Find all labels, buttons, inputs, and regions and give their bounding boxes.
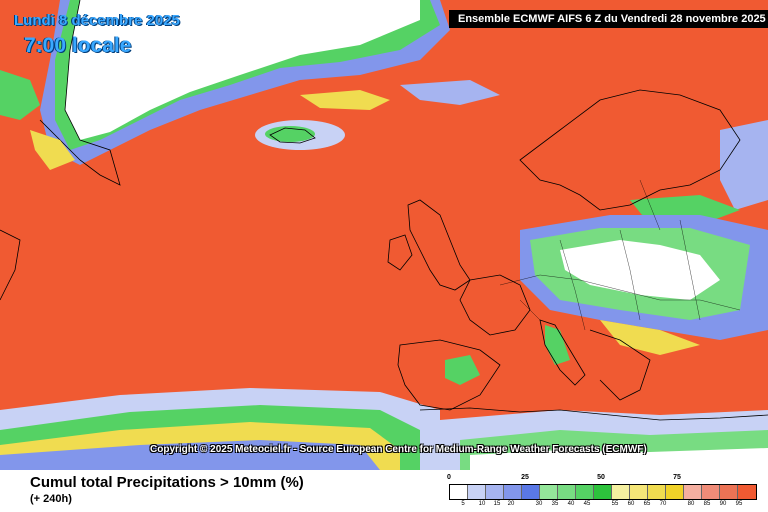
legend-color-cell	[504, 485, 522, 499]
legend-color-cell	[594, 485, 612, 499]
probability-map-svg	[0, 0, 768, 470]
legend-color-cell	[450, 485, 468, 499]
footer: Cumul total Precipitations > 10mm (%) (+…	[0, 470, 768, 512]
legend-minor-label: 35	[551, 501, 559, 507]
legend-major-label: 75	[673, 474, 681, 481]
legend-minor-label: 65	[643, 501, 651, 507]
france-coast	[459, 274, 531, 336]
legend-minor-label: 15	[493, 501, 501, 507]
coastlines	[0, 89, 768, 421]
north-africa-coast	[419, 407, 768, 421]
greenland-coast	[39, 0, 121, 186]
legend-color-bar	[449, 484, 757, 500]
legend-major-label: 50	[597, 474, 605, 481]
legend-color-cell	[684, 485, 702, 499]
greenland-ice	[65, 0, 420, 140]
legend-color-cell	[630, 485, 648, 499]
north-africa-white	[470, 448, 768, 470]
legend-minor-label: 45	[583, 501, 591, 507]
parameter-title: Cumul total Precipitations > 10mm (%)	[30, 474, 304, 491]
legend-color-cell	[666, 485, 684, 499]
legend-color-cell	[576, 485, 594, 499]
legend-color-cell	[468, 485, 486, 499]
forecast-map: Lundi 8 décembre 2025 7:00 locale Ensemb…	[0, 0, 768, 470]
borders	[499, 179, 741, 331]
legend-minor-label: 10	[478, 501, 486, 507]
parameter-lead-time: (+ 240h)	[30, 493, 72, 505]
legend-color-cell	[612, 485, 630, 499]
legend-minor-label: 30	[535, 501, 543, 507]
legend-color-cell	[738, 485, 756, 499]
legend-minor-label: 60	[627, 501, 635, 507]
british-isles-coast	[407, 199, 471, 291]
legend-color-cell	[720, 485, 738, 499]
legend-color-cell	[702, 485, 720, 499]
balkans-coast	[589, 329, 651, 401]
legend-color-cell	[486, 485, 504, 499]
legend-minor-label: 40	[567, 501, 575, 507]
italy-coast	[539, 319, 586, 386]
legend-minor-label: 55	[611, 501, 619, 507]
atlantic-blue-band	[400, 80, 500, 105]
legend-color-cell	[540, 485, 558, 499]
color-legend: 0 25 50 75 5 10 15 20 30 35 40 45 55 60 …	[447, 470, 757, 512]
west-green-band	[0, 70, 40, 120]
legend-minor-label: 95	[735, 501, 743, 507]
copyright-notice: Copyright © 2025 Meteociel.fr - Source E…	[150, 444, 647, 455]
legend-minor-label: 5	[461, 501, 465, 507]
iberia-green	[445, 355, 480, 385]
legend-minor-label: 70	[659, 501, 667, 507]
forecast-time: 7:00 locale	[24, 34, 132, 57]
balkans-yellow	[600, 320, 700, 355]
forecast-date: Lundi 8 décembre 2025	[14, 12, 180, 29]
scandinavia-coast	[519, 89, 741, 211]
iceland-coast	[269, 127, 316, 144]
iberia-coast	[397, 339, 501, 411]
legend-color-cell	[522, 485, 540, 499]
atlantic-yellow-band	[300, 90, 390, 110]
run-banner: Ensemble ECMWF AIFS 6 Z du Vendredi 28 n…	[449, 10, 768, 28]
legend-minor-label: 20	[507, 501, 515, 507]
legend-minor-label: 85	[703, 501, 711, 507]
legend-color-cell	[558, 485, 576, 499]
legend-minor-label: 80	[687, 501, 695, 507]
legend-color-cell	[648, 485, 666, 499]
legend-minor-label: 90	[719, 501, 727, 507]
legend-major-label: 0	[447, 474, 451, 481]
ireland-coast	[387, 234, 413, 271]
north-america-coast	[0, 229, 21, 301]
scandinavia-blue	[720, 120, 768, 210]
legend-major-label: 25	[521, 474, 529, 481]
west-yellow-band	[30, 130, 75, 170]
south-blue-inner	[0, 440, 380, 470]
